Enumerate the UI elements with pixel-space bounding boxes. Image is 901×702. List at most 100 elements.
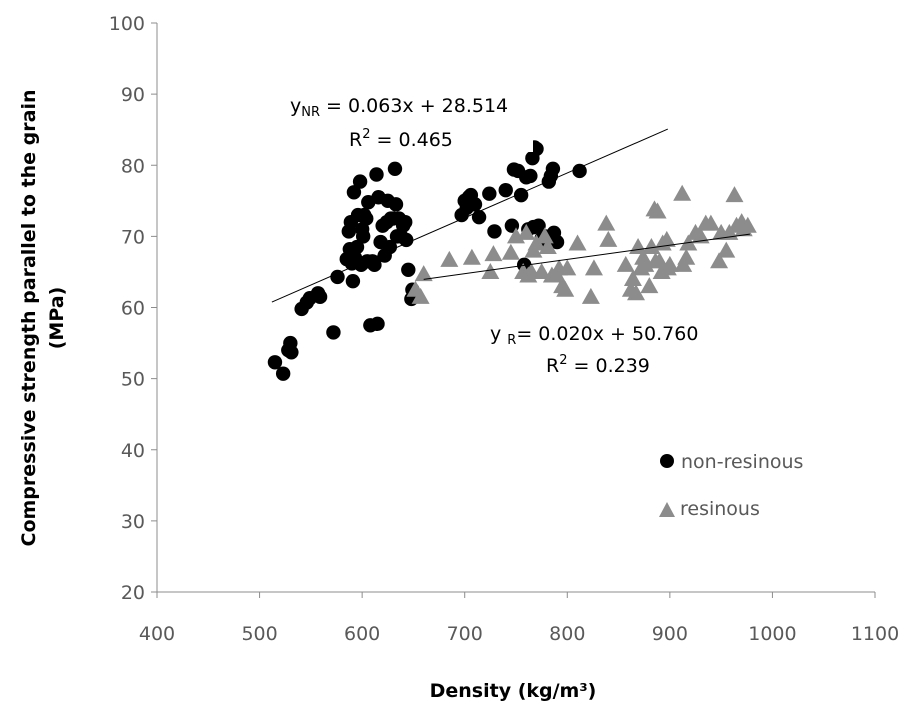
x-tick-label: 800 <box>549 623 585 645</box>
r-equation: y R= 0.020x + 50.760 <box>490 323 698 348</box>
legend-marker-non-resinous <box>660 454 674 468</box>
point-non-resinous <box>370 316 385 332</box>
point-resinous <box>701 214 720 231</box>
point-resinous <box>517 223 536 240</box>
point-resinous <box>597 214 616 231</box>
point-non-resinous <box>482 186 497 201</box>
point-resinous <box>616 255 635 272</box>
point-non-resinous <box>330 269 345 285</box>
point-resinous <box>677 248 696 265</box>
point-resinous <box>538 238 557 255</box>
nr-equation: yNR = 0.063x + 28.514 <box>290 95 508 120</box>
point-resinous <box>673 184 692 201</box>
point-resinous <box>650 252 669 269</box>
point-non-resinous <box>355 229 371 244</box>
point-resinous <box>462 248 481 265</box>
point-non-resinous <box>471 209 487 225</box>
y-tick-label: 50 <box>121 369 145 391</box>
point-resinous <box>414 265 433 282</box>
y-axis-title-line-1: Compressive strength parallel to the gra… <box>18 89 40 546</box>
x-tick-label: 500 <box>241 623 277 645</box>
x-axis-title: Density (kg/m³) <box>430 680 597 702</box>
legend-label-resinous: resinous <box>680 498 760 520</box>
point-resinous <box>581 287 600 304</box>
point-resinous <box>660 255 679 272</box>
point-non-resinous <box>572 163 587 179</box>
point-resinous <box>738 216 757 233</box>
y-tick-label: 100 <box>109 13 145 35</box>
point-non-resinous <box>369 167 384 182</box>
point-non-resinous <box>359 211 374 226</box>
point-non-resinous <box>399 232 414 248</box>
point-non-resinous <box>398 214 413 230</box>
nr-equation-box <box>283 90 533 152</box>
point-non-resinous <box>487 224 502 239</box>
point-non-resinous <box>401 262 416 278</box>
x-tick-label: 400 <box>139 623 175 645</box>
y-axis-title: Compressive strength parallel to the gra… <box>18 89 68 546</box>
y-tick-label: 80 <box>121 155 145 177</box>
point-non-resinous <box>267 355 283 370</box>
point-non-resinous <box>549 234 565 250</box>
legend-marker-resinous <box>659 502 675 517</box>
r-equation-box <box>484 318 734 380</box>
series-non-resinous <box>267 140 587 381</box>
legend: non-resinous resinous <box>648 440 838 530</box>
x-tick-label: 1100 <box>851 623 899 645</box>
y-tick-label: 40 <box>121 440 145 462</box>
point-non-resinous <box>387 161 403 177</box>
legend-label-non-resinous: non-resinous <box>681 451 803 473</box>
point-resinous <box>627 284 646 301</box>
point-resinous <box>568 234 587 251</box>
point-non-resinous <box>275 366 291 381</box>
point-non-resinous <box>467 197 483 212</box>
point-resinous <box>558 259 577 276</box>
point-non-resinous <box>523 168 538 184</box>
r-r-squared: R2 = 0.239 <box>546 353 650 377</box>
trendline-resinous <box>423 233 750 280</box>
point-non-resinous <box>388 197 404 212</box>
point-resinous <box>535 227 554 244</box>
point-resinous <box>599 230 618 247</box>
point-non-resinous <box>284 345 299 360</box>
point-non-resinous <box>367 257 382 273</box>
point-non-resinous <box>352 174 368 189</box>
y-tick-labels: 20 30 40 50 60 70 80 90 100 <box>109 13 157 604</box>
y-tick-label: 30 <box>121 511 145 533</box>
point-resinous <box>691 227 710 244</box>
point-non-resinous <box>531 218 546 233</box>
trendlines <box>271 128 750 303</box>
x-tick-label: 1000 <box>748 623 796 645</box>
point-resinous <box>648 202 667 219</box>
x-tick-label: 600 <box>344 623 380 645</box>
point-resinous <box>484 245 503 262</box>
point-resinous <box>584 259 603 276</box>
point-non-resinous <box>345 273 361 289</box>
y-tick-label: 60 <box>121 298 145 320</box>
point-resinous <box>556 280 575 297</box>
point-non-resinous <box>326 325 341 340</box>
y-tick-label: 90 <box>121 84 145 106</box>
point-non-resinous <box>346 185 362 200</box>
point-non-resinous <box>382 239 398 255</box>
point-resinous <box>532 262 551 279</box>
point-resinous <box>717 241 736 258</box>
x-tick-labels: 400 500 600 700 800 900 1000 1100 <box>139 592 899 645</box>
point-resinous <box>501 243 520 260</box>
point-resinous <box>640 277 659 294</box>
point-resinous <box>725 186 744 203</box>
x-tick-label: 900 <box>652 623 688 645</box>
y-axis-title-line-2: (MPa) <box>46 287 68 350</box>
point-resinous <box>440 250 459 267</box>
point-resinous <box>481 262 500 279</box>
x-tick-label: 700 <box>447 623 483 645</box>
legend-box <box>648 440 838 530</box>
trendline-non-resinous <box>271 128 669 303</box>
nr-r-squared: R2 = 0.465 <box>349 127 453 151</box>
point-non-resinous <box>545 161 561 177</box>
point-non-resinous <box>312 289 328 305</box>
series-resinous <box>406 184 757 304</box>
point-resinous <box>623 270 642 287</box>
y-tick-label: 20 <box>121 582 145 604</box>
